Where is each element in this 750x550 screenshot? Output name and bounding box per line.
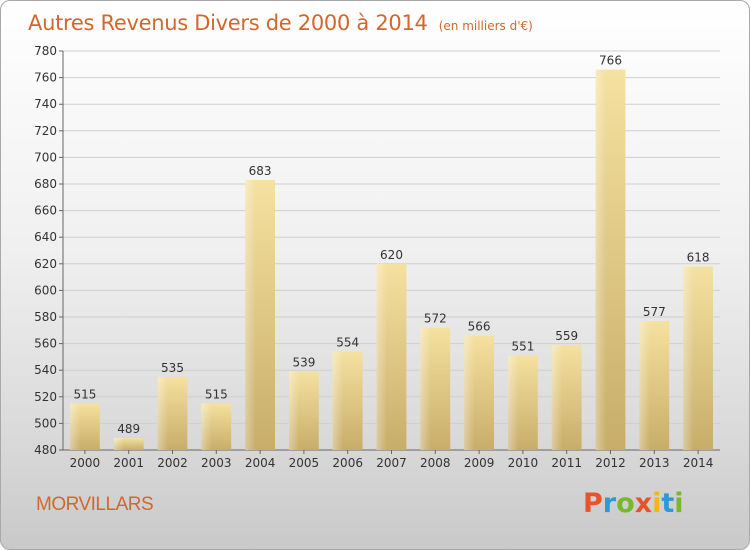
bar-value-label: 515 <box>73 387 96 401</box>
bar-highlight <box>595 69 607 451</box>
x-tick-label: 2009 <box>464 456 495 470</box>
y-tick-label: 620 <box>34 257 57 271</box>
x-tick-label: 2008 <box>420 456 451 470</box>
bar-value-label: 489 <box>117 422 140 436</box>
bar-highlight <box>420 327 431 450</box>
x-tick-label: 2013 <box>639 456 670 470</box>
logo-letter: o <box>616 488 635 519</box>
bar-highlight <box>683 266 694 450</box>
y-tick-label: 540 <box>34 363 57 377</box>
y-tick-label: 700 <box>34 150 57 164</box>
bar-value-label: 766 <box>599 54 622 68</box>
y-tick-label: 580 <box>34 310 57 324</box>
logo-letter: i <box>674 488 684 519</box>
chart-title: Autres Revenus Divers de 2000 à 2014 (en… <box>28 11 533 35</box>
x-tick-label: 2000 <box>70 456 101 470</box>
bar-highlight <box>332 351 344 450</box>
bar-value-label: 559 <box>555 329 578 343</box>
bar-value-label: 620 <box>380 248 403 262</box>
bar-value-label: 618 <box>687 250 710 264</box>
y-tick-label: 780 <box>34 44 57 58</box>
bar-highlight <box>376 263 388 450</box>
x-tick-label: 2001 <box>113 456 144 470</box>
x-tick-label: 2007 <box>376 456 407 470</box>
y-tick-label: 680 <box>34 177 57 191</box>
y-tick-label: 740 <box>34 97 57 111</box>
logo-letter: P <box>583 488 603 519</box>
x-tick-label: 2006 <box>332 456 363 470</box>
y-tick-label: 640 <box>34 230 57 244</box>
bar-highlight <box>551 344 563 450</box>
y-tick-label: 720 <box>34 124 57 138</box>
bar-highlight <box>289 371 300 450</box>
x-tick-label: 2012 <box>595 456 626 470</box>
bar-value-label: 535 <box>161 361 184 375</box>
x-tick-label: 2003 <box>201 456 232 470</box>
bar-value-label: 577 <box>643 305 666 319</box>
bar-highlight <box>639 320 650 450</box>
bar-highlight <box>508 355 519 450</box>
y-tick-label: 760 <box>34 71 57 85</box>
x-tick-label: 2011 <box>551 456 582 470</box>
bar-value-label: 554 <box>336 336 359 350</box>
chart-title-unit: (en milliers d'€) <box>438 19 533 33</box>
bar-highlight <box>245 180 256 450</box>
bar-value-label: 551 <box>511 340 534 354</box>
bar-value-label: 539 <box>292 356 315 370</box>
bar-highlight <box>157 376 169 450</box>
proxiti-logo: Proxiti <box>583 488 684 519</box>
y-tick-label: 480 <box>34 443 57 457</box>
y-tick-label: 660 <box>34 204 57 218</box>
bar-value-label: 572 <box>424 312 447 326</box>
x-tick-label: 2002 <box>157 456 188 470</box>
x-tick-label: 2014 <box>683 456 714 470</box>
bar-highlight <box>464 335 475 450</box>
bar-value-label: 566 <box>468 320 491 334</box>
x-tick-label: 2005 <box>289 456 320 470</box>
commune-name: MORVILLARS <box>36 494 154 515</box>
logo-letter: i <box>652 488 662 519</box>
y-tick-label: 600 <box>34 283 57 297</box>
bar-highlight <box>70 403 81 450</box>
logo-letter: r <box>602 488 617 519</box>
logo-letter: x <box>634 488 653 519</box>
bar-highlight <box>201 403 212 450</box>
y-tick-label: 500 <box>34 416 57 430</box>
x-tick-label: 2010 <box>508 456 539 470</box>
y-tick-label: 520 <box>34 390 57 404</box>
logo-letter: t <box>661 488 675 519</box>
bar-highlight <box>113 438 125 450</box>
y-tick-label: 560 <box>34 337 57 351</box>
bar-value-label: 683 <box>249 164 272 178</box>
chart-title-main: Autres Revenus Divers de 2000 à 2014 <box>28 11 428 35</box>
bar-value-label: 515 <box>205 387 228 401</box>
bar <box>113 438 144 450</box>
x-tick-label: 2004 <box>245 456 276 470</box>
